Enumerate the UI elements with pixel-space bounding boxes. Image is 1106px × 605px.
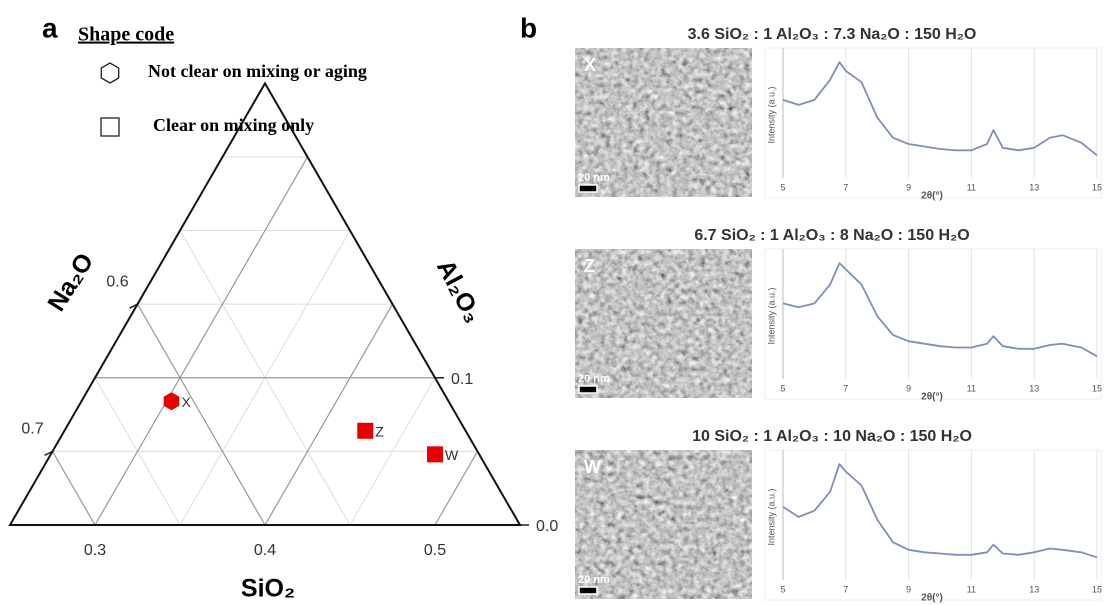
scale-label: 20 nm (578, 574, 610, 586)
scale-bar (579, 386, 597, 393)
axis-title: Na₂O (42, 248, 99, 316)
axis-title: Al₂O₃ (431, 255, 487, 327)
tick-label: 13 (1029, 584, 1039, 594)
x-axis-title: 2θ(°) (921, 593, 943, 604)
tick-label: 15 (1092, 383, 1102, 393)
tick-label: 13 (1029, 383, 1039, 393)
tick-label: 15 (1092, 182, 1102, 192)
tem-label: Z (584, 256, 595, 276)
plot-title: 3.6 SiO₂ : 1 Al₂O₃ : 7.3 Na₂O : 150 H₂O (688, 26, 977, 43)
tick-label: 7 (843, 584, 848, 594)
tick-label: 7 (843, 182, 848, 192)
marker-square (101, 118, 119, 136)
tick-label: 0.7 (21, 421, 43, 438)
tick-label: 0.0 (536, 518, 558, 535)
tick-label: 11 (967, 584, 976, 594)
y-axis-title: Intensity (a.u.) (766, 488, 776, 545)
grid-line (265, 304, 393, 525)
scale-label: 20 nm (578, 373, 610, 385)
y-axis-title: Intensity (a.u.) (766, 287, 776, 344)
marker-hexagon (164, 392, 180, 410)
tick-label: 7 (843, 383, 848, 393)
point-label: Z (375, 423, 384, 439)
plot-frame (765, 48, 1101, 198)
point-label: W (445, 447, 459, 463)
scale-label: 20 nm (578, 172, 610, 184)
scale-bar (579, 587, 597, 594)
tick-label: 5 (780, 383, 785, 393)
point-label: X (182, 394, 192, 410)
plot-frame (765, 249, 1101, 399)
tick-label: 13 (1029, 182, 1039, 192)
plot-frame (765, 450, 1101, 600)
grid-line (138, 304, 266, 525)
xrd-curve (783, 62, 1097, 155)
marker-square (427, 446, 443, 462)
grid-line (53, 451, 96, 525)
legend-label: Not clear on mixing or aging (148, 61, 367, 81)
tick-label: 9 (906, 182, 911, 192)
tick-label: 0.6 (106, 273, 128, 290)
grid-line (95, 157, 308, 525)
tick-label: 11 (967, 383, 976, 393)
tick-label: 15 (1092, 584, 1102, 594)
x-axis-title: 2θ(°) (921, 191, 943, 202)
marker-hexagon (101, 63, 118, 83)
axis-title: SiO₂ (241, 575, 295, 603)
plot-title: 10 SiO₂ : 1 Al₂O₃ : 10 Na₂O : 150 H₂O (692, 428, 972, 445)
marker-square (357, 423, 373, 439)
y-axis-title: Intensity (a.u.) (766, 86, 776, 143)
tick-label: 0.4 (254, 542, 276, 559)
tem-label: X (584, 55, 596, 75)
tick-label: 0.5 (424, 542, 446, 559)
tick-label: 11 (967, 182, 976, 192)
tick-label: 5 (780, 584, 785, 594)
tick-label: 0.3 (84, 542, 106, 559)
tick-label: 0.1 (451, 371, 473, 388)
tick-label: 9 (906, 584, 911, 594)
tick-label: 9 (906, 383, 911, 393)
panel-label: b (520, 12, 537, 43)
x-axis-title: 2θ(°) (921, 392, 943, 403)
legend-title: Shape code (78, 24, 174, 46)
figure: a Shape code b Not clear on mixing or ag… (0, 0, 1106, 605)
scale-bar (579, 185, 597, 192)
tick-label: 5 (780, 182, 785, 192)
plot-title: 6.7 SiO₂ : 1 Al₂O₃ : 8 Na₂O : 150 H₂O (694, 227, 969, 244)
panel-label: a (42, 12, 58, 43)
tem-label: W (584, 457, 601, 477)
xrd-curve (783, 263, 1097, 356)
xrd-curve (783, 464, 1097, 557)
